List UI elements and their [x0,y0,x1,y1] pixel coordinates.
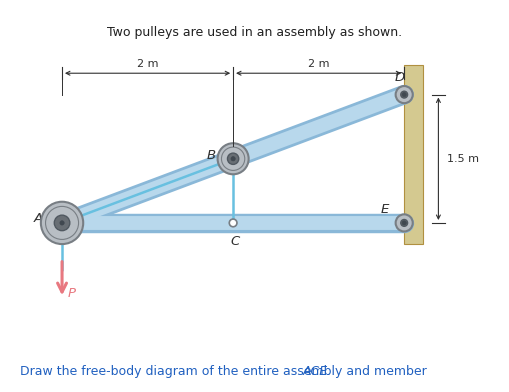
Title: Two pulleys are used in an assembly as shown.: Two pulleys are used in an assembly as s… [107,26,402,39]
Circle shape [217,143,248,174]
Text: B: B [207,149,216,162]
Circle shape [41,202,83,244]
Circle shape [231,157,235,161]
Circle shape [54,215,70,230]
Circle shape [395,214,413,231]
Circle shape [228,153,239,164]
Text: 2 m: 2 m [308,59,329,69]
Text: Draw the free-body diagram of the entire assembly and member: Draw the free-body diagram of the entire… [20,365,431,378]
Circle shape [60,221,64,225]
Circle shape [401,220,408,226]
Circle shape [229,219,237,227]
Text: D: D [395,71,405,84]
Text: P: P [68,287,76,299]
Text: 2 m: 2 m [137,59,158,69]
Circle shape [401,91,408,98]
Circle shape [402,221,406,225]
Text: A: A [34,212,43,225]
Text: E: E [380,203,389,216]
Text: ACE.: ACE. [303,365,332,378]
Text: C: C [230,235,239,248]
Text: 1.5 m: 1.5 m [447,154,479,164]
Bar [404,65,423,244]
Circle shape [402,93,406,97]
Circle shape [395,86,413,103]
